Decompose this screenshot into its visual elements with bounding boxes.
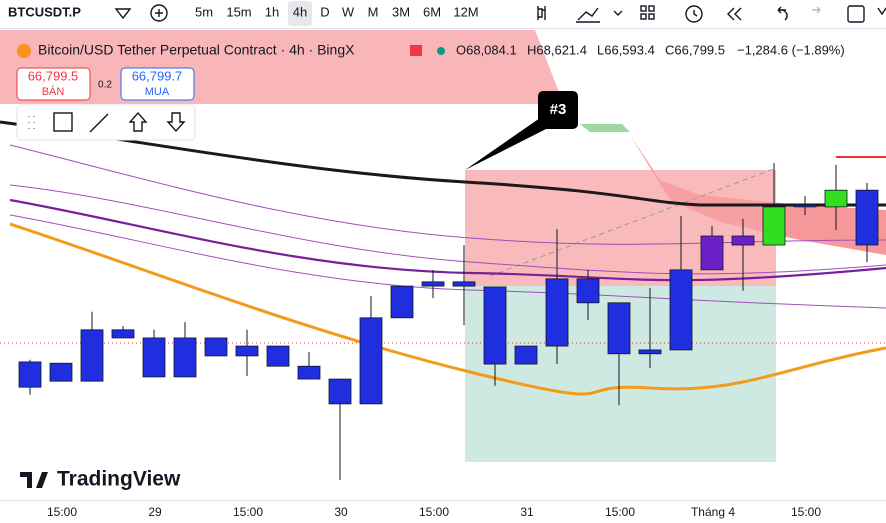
candle-body [80,329,104,382]
candle-body [266,345,290,367]
candle-body [638,349,662,355]
x-axis-labels: 15:00 29 15:00 30 15:00 31 15:00 Tháng 4 15:00 [47,505,821,519]
toolbar [0,0,886,28]
interval[interactable]: 4h [293,4,307,19]
buy-price: 66,799.7 [132,68,183,83]
interval[interactable]: W [342,4,355,19]
add-symbol-icon[interactable] [150,4,168,22]
legend-close: C66,799.5 [665,42,725,57]
interval[interactable]: M [368,4,379,19]
candle-body [18,361,42,388]
candle-body [483,286,507,365]
candle-body [421,281,445,287]
toolbar-icons [537,5,886,23]
x-tick-label: 31 [520,505,534,519]
candle-body [762,206,786,246]
sell-button[interactable] [16,67,91,101]
stop-zone [465,170,776,286]
candle-body [111,329,135,339]
callout-pointer [465,118,552,170]
x-tick-label: 15:00 [233,505,263,519]
candle-body [204,337,228,357]
sell-label: BÁN [42,85,65,98]
sell-price: 66,799.5 [28,68,79,83]
candle-body [297,365,321,380]
watermark: TradingView [57,468,181,491]
legend-open: O68,084.1 [456,42,517,57]
ma-line [0,120,886,207]
flag-icon[interactable] [410,45,422,56]
candle-body [173,337,197,378]
interval[interactable]: 6M [423,4,441,19]
logo [20,472,48,488]
candle-body [235,345,259,357]
add-symbol-plus [155,9,163,17]
ma-line [9,214,886,309]
candle-body [731,235,755,246]
x-tick-label: 15:00 [791,505,821,519]
intervals: 5m 15m 1h 4h D W M 3M 6M 12M [195,4,479,19]
candle-body [545,278,569,347]
x-tick-label: 30 [334,505,348,519]
alert-icon[interactable] [114,8,132,20]
candle-body [359,317,383,405]
candle-body [390,285,414,319]
annotation: #3 [550,101,567,118]
candle-body [700,235,724,271]
drawing-tools [28,111,186,133]
callout [538,91,578,129]
candle-body [49,362,73,382]
candle-body [514,345,538,365]
buy-button[interactable] [120,67,195,101]
interval-active [288,1,312,26]
candle-body [824,189,848,208]
interval[interactable]: 3M [392,4,410,19]
cloud-right [630,135,886,255]
candle-body [793,204,817,208]
interval[interactable]: 5m [195,4,213,19]
interval[interactable]: 1h [265,4,279,19]
x-tick-label: 29 [148,505,162,519]
coin-icon [17,44,31,58]
ma-line [9,198,886,282]
x-tick-label: 15:00 [47,505,77,519]
candle-body [607,302,631,355]
x-tick-label: 15:00 [419,505,449,519]
spread: 0.2 [98,80,112,91]
interval[interactable]: 12M [453,4,478,19]
legend-title: Bitcoin/USD Tether Perpetual Contract · … [38,42,355,58]
symbol[interactable]: BTCUSDT.P [8,4,81,19]
legend-low: L66,593.4 [597,42,655,57]
x-tick-label: Tháng 4 [691,505,735,519]
candle-body [576,278,600,304]
candle-body [452,281,476,287]
legend-high: H68,621.4 [527,42,587,57]
interval[interactable]: D [320,4,329,19]
candle-body [669,269,693,351]
candle-body [142,337,166,378]
cloud-green [580,124,630,132]
candles [18,163,879,481]
x-tick-label: 15:00 [605,505,635,519]
ma-line [9,184,886,275]
ema-line [9,222,886,396]
interval[interactable]: 15m [226,4,251,19]
candle-body [328,378,352,405]
legend-change: −1,284.6 (−1.89%) [737,42,845,57]
buy-label: MUA [145,86,170,98]
status-dot [437,47,445,55]
trend-dashed [489,167,777,277]
candle-body [855,189,879,246]
